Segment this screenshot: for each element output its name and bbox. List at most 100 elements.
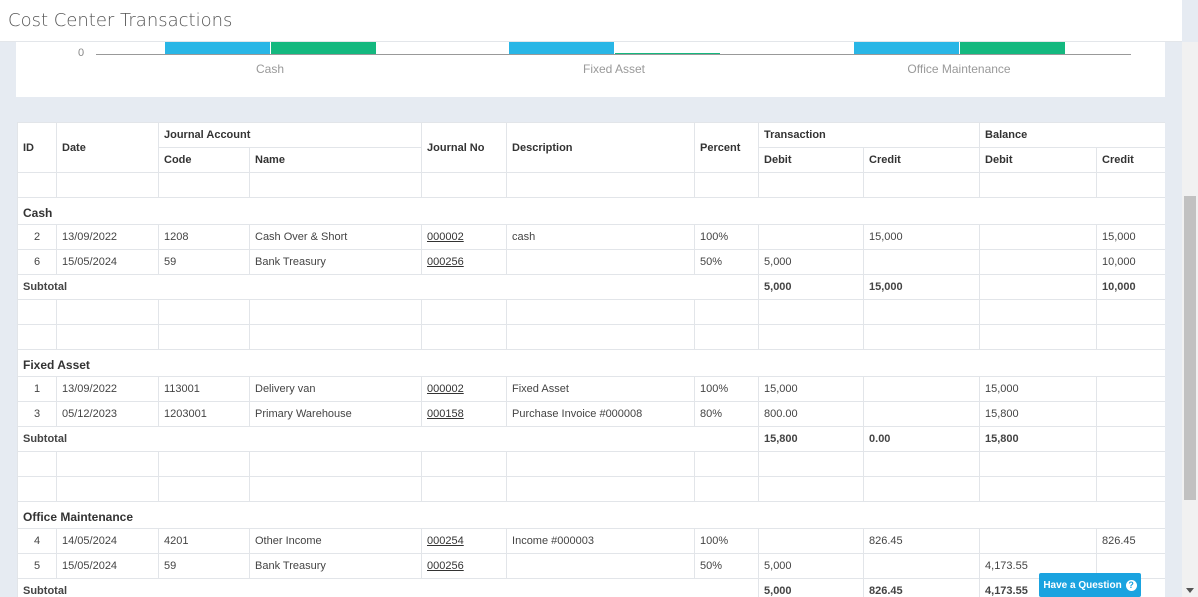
cell-percent: 50% bbox=[694, 553, 760, 579]
group-header-row: Cash bbox=[17, 197, 1165, 225]
subtotal-balance-credit: 10,000 bbox=[1096, 274, 1165, 300]
cell-b-credit bbox=[1096, 376, 1165, 402]
cell-journal-no: 000256 bbox=[421, 249, 508, 275]
cell-b-debit: 15,000 bbox=[979, 376, 1098, 402]
table-row[interactable]: 2 13/09/2022 1208 Cash Over & Short 000002 ca… bbox=[17, 224, 1165, 250]
scrollbar-thumb[interactable] bbox=[1184, 196, 1196, 500]
group-title: Office Maintenance bbox=[17, 501, 1165, 529]
spacer-row bbox=[17, 172, 1165, 198]
subtotal-row: Subtotal 5,000 826.45 4,173.55 bbox=[17, 578, 1165, 597]
bar-office-maintenance-series-2[interactable] bbox=[960, 42, 1065, 54]
page-header: Cost Center Transactions bbox=[0, 0, 1182, 42]
table-row[interactable]: 5 15/05/2024 59 Bank Treasury 000256 50% 5,000… bbox=[17, 553, 1165, 579]
cell-t-credit bbox=[863, 553, 981, 579]
cell-t-credit: 15,000 bbox=[863, 224, 981, 250]
spacer-row bbox=[17, 451, 1165, 477]
journal-no-link[interactable]: 000256 bbox=[427, 256, 464, 268]
cell-percent: 100% bbox=[694, 528, 760, 554]
cell-b-credit: 826.45 bbox=[1096, 528, 1165, 554]
header-name[interactable]: Name bbox=[248, 147, 423, 173]
table-row[interactable]: 3 05/12/2023 1203001 Primary Warehouse 00015… bbox=[17, 401, 1165, 427]
table-row[interactable]: 1 13/09/2022 113001 Delivery van 000002 Fixed… bbox=[17, 376, 1165, 402]
header-percent[interactable]: Percent bbox=[694, 122, 760, 173]
subtotal-row: Subtotal 5,000 15,000 10,000 bbox=[17, 274, 1165, 300]
journal-no-link[interactable]: 000254 bbox=[427, 535, 464, 547]
header-transaction: Transaction bbox=[758, 122, 981, 148]
cell-id: 4 bbox=[17, 528, 57, 554]
cell-description: cash bbox=[506, 224, 696, 250]
header-date[interactable]: Date bbox=[56, 122, 159, 173]
cell-percent: 100% bbox=[694, 224, 760, 250]
cell-t-debit bbox=[758, 224, 865, 250]
cell-b-credit: 10,000 bbox=[1096, 249, 1165, 275]
subtotal-transaction-debit: 15,800 bbox=[758, 426, 865, 452]
cell-journal-no: 000158 bbox=[421, 401, 508, 427]
scroll-down-arrow-icon[interactable] bbox=[1186, 588, 1194, 593]
group-title: Cash bbox=[17, 197, 1165, 225]
cell-percent: 80% bbox=[694, 401, 760, 427]
cell-t-debit: 800.00 bbox=[758, 401, 865, 427]
transactions-table-body: Cash 2 13/09/2022 1208 Cash Over & Short 0000… bbox=[17, 172, 1165, 597]
header-journal-account: Journal Account bbox=[157, 122, 423, 148]
cell-id: 5 bbox=[17, 553, 57, 579]
cell-date: 14/05/2024 bbox=[56, 528, 159, 554]
subtotal-balance-debit bbox=[979, 274, 1098, 300]
cell-t-credit bbox=[863, 376, 981, 402]
cell-t-credit: 826.45 bbox=[863, 528, 981, 554]
cell-t-credit bbox=[863, 401, 981, 427]
header-journal-no[interactable]: Journal No bbox=[421, 122, 508, 173]
cell-code: 113001 bbox=[158, 376, 250, 402]
header-code[interactable]: Code bbox=[158, 147, 250, 173]
cell-percent: 50% bbox=[694, 249, 760, 275]
spacer-row bbox=[17, 324, 1165, 350]
header-balance-credit[interactable]: Credit bbox=[1096, 147, 1165, 173]
header-id[interactable]: ID bbox=[17, 122, 57, 173]
bar-fixed-asset-series-1[interactable] bbox=[509, 42, 614, 54]
spacer-row bbox=[17, 476, 1165, 502]
bar-chart bbox=[96, 42, 1131, 55]
have-a-question-button[interactable]: Have a Question ? bbox=[1039, 573, 1141, 597]
subtotal-row: Subtotal 15,800 0.00 15,800 bbox=[17, 426, 1165, 452]
table-row[interactable]: 6 15/05/2024 59 Bank Treasury 000256 50% 5,000… bbox=[17, 249, 1165, 275]
header-transaction-credit[interactable]: Credit bbox=[863, 147, 981, 173]
transactions-table-container: ID Date Journal Account Journal No Descr… bbox=[17, 122, 1165, 597]
journal-no-link[interactable]: 000002 bbox=[427, 383, 464, 395]
subtotal-transaction-credit: 826.45 bbox=[863, 578, 981, 597]
chart-panel: 0 Cash Fixed Asset Office Maintenance bbox=[16, 42, 1165, 97]
cell-b-debit bbox=[979, 249, 1098, 275]
cell-date: 13/09/2022 bbox=[56, 224, 159, 250]
page-title: Cost Center Transactions bbox=[8, 10, 233, 31]
table-row[interactable]: 4 14/05/2024 4201 Other Income 000254 Income … bbox=[17, 528, 1165, 554]
cell-name: Delivery van bbox=[248, 376, 423, 402]
cell-journal-no: 000002 bbox=[421, 224, 508, 250]
cell-code: 4201 bbox=[158, 528, 250, 554]
transactions-table: ID Date Journal Account Journal No Descr… bbox=[17, 122, 1165, 597]
header-description[interactable]: Description bbox=[506, 122, 696, 173]
subtotal-label: Subtotal bbox=[17, 274, 760, 300]
cell-journal-no: 000254 bbox=[421, 528, 508, 554]
header-balance-debit[interactable]: Debit bbox=[979, 147, 1098, 173]
subtotal-balance-debit: 15,800 bbox=[979, 426, 1098, 452]
vertical-scrollbar[interactable] bbox=[1182, 42, 1198, 597]
header-transaction-debit[interactable]: Debit bbox=[758, 147, 865, 173]
bar-cash-series-1[interactable] bbox=[165, 42, 270, 54]
cell-name: Primary Warehouse bbox=[248, 401, 423, 427]
bar-office-maintenance-series-1[interactable] bbox=[854, 42, 959, 54]
subtotal-label: Subtotal bbox=[17, 426, 760, 452]
cell-date: 15/05/2024 bbox=[56, 553, 159, 579]
journal-no-link[interactable]: 000256 bbox=[427, 560, 464, 572]
cell-date: 05/12/2023 bbox=[56, 401, 159, 427]
cell-description bbox=[506, 553, 696, 579]
journal-no-link[interactable]: 000002 bbox=[427, 231, 464, 243]
cell-date: 15/05/2024 bbox=[56, 249, 159, 275]
spacer-row bbox=[17, 299, 1165, 325]
subtotal-transaction-credit: 15,000 bbox=[863, 274, 981, 300]
cell-b-debit: 15,800 bbox=[979, 401, 1098, 427]
cell-b-debit bbox=[979, 528, 1098, 554]
bar-fixed-asset-series-2[interactable] bbox=[615, 53, 720, 54]
bar-cash-series-2[interactable] bbox=[271, 42, 376, 54]
cell-description: Purchase Invoice #000008 bbox=[506, 401, 696, 427]
journal-no-link[interactable]: 000158 bbox=[427, 408, 464, 420]
subtotal-label: Subtotal bbox=[17, 578, 760, 597]
cell-id: 2 bbox=[17, 224, 57, 250]
